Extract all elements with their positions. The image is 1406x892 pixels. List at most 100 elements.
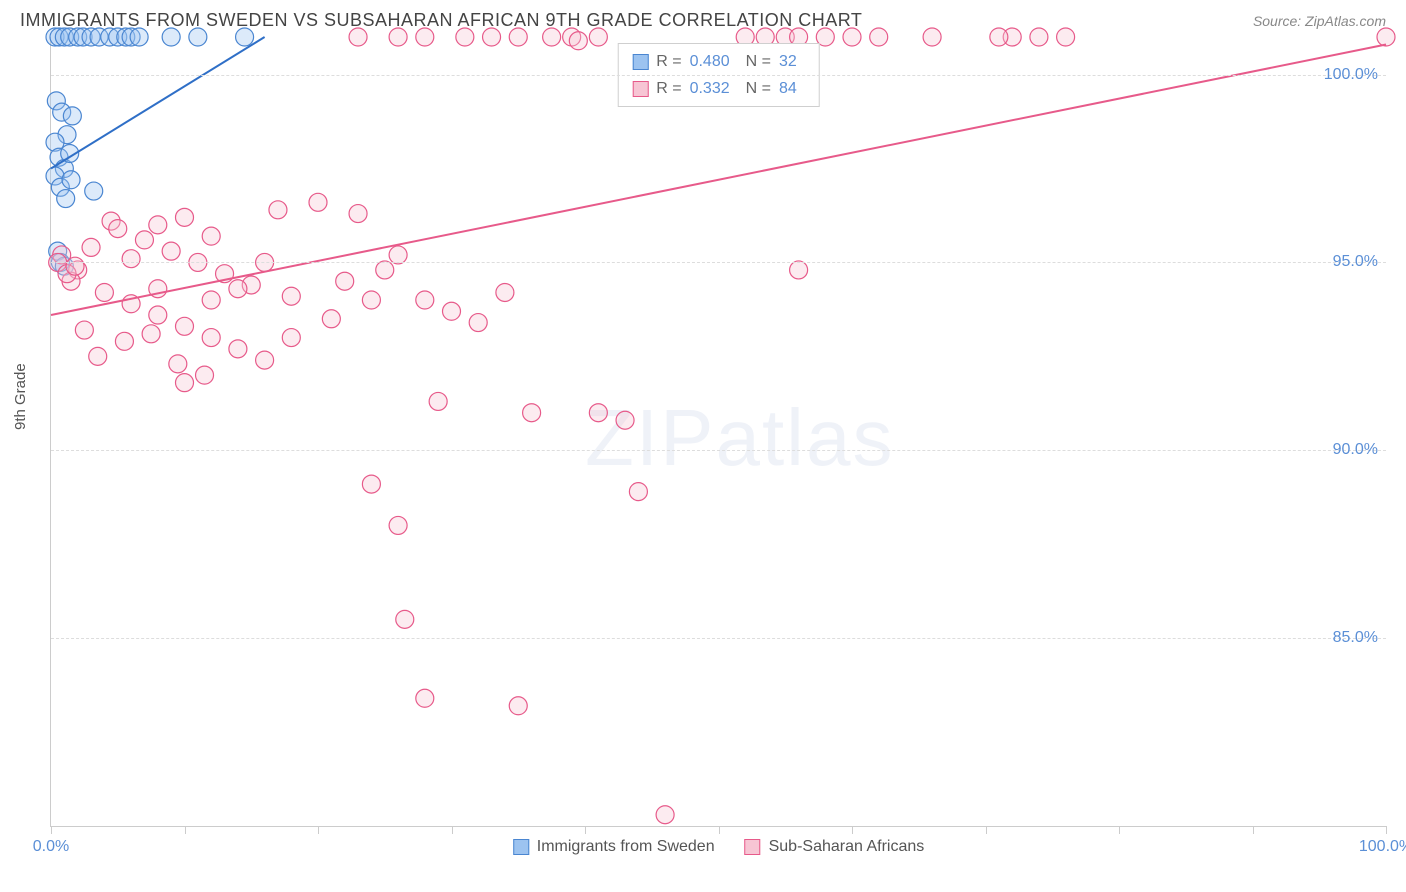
data-point	[63, 107, 81, 125]
chart-title: IMMIGRANTS FROM SWEDEN VS SUBSAHARAN AFR…	[20, 10, 862, 31]
legend-swatch	[745, 839, 761, 855]
data-point	[376, 261, 394, 279]
data-point	[362, 291, 380, 309]
data-point	[149, 306, 167, 324]
data-point	[629, 483, 647, 501]
legend-n-value: 32	[779, 48, 797, 75]
data-point	[416, 28, 434, 46]
data-point	[115, 332, 133, 350]
data-point	[282, 329, 300, 347]
xtick	[719, 826, 720, 834]
data-point	[196, 366, 214, 384]
gridline	[51, 638, 1386, 639]
xtick	[452, 826, 453, 834]
data-point	[483, 28, 501, 46]
data-point	[362, 475, 380, 493]
scatter-svg	[51, 37, 1386, 826]
legend-row: R =0.332N =84	[632, 75, 805, 102]
data-point	[589, 404, 607, 422]
data-point	[142, 325, 160, 343]
data-point	[202, 329, 220, 347]
data-point	[176, 374, 194, 392]
legend-r-value: 0.480	[690, 48, 730, 75]
data-point	[82, 238, 100, 256]
ytick-label: 95.0%	[1333, 253, 1378, 271]
legend-r-label: R =	[656, 48, 681, 75]
ytick-label: 85.0%	[1333, 629, 1378, 647]
data-point	[429, 392, 447, 410]
data-point	[322, 310, 340, 328]
data-point	[66, 257, 84, 275]
data-point	[496, 283, 514, 301]
series-legend-label: Sub-Saharan Africans	[769, 838, 925, 856]
legend-n-label: N =	[746, 48, 771, 75]
legend-n-value: 84	[779, 75, 797, 102]
xtick	[852, 826, 853, 834]
data-point	[443, 302, 461, 320]
data-point	[309, 193, 327, 211]
data-point	[843, 28, 861, 46]
xtick-label: 100.0%	[1359, 838, 1406, 856]
gridline	[51, 450, 1386, 451]
chart-header: IMMIGRANTS FROM SWEDEN VS SUBSAHARAN AFR…	[0, 0, 1406, 37]
data-point	[790, 261, 808, 279]
data-point	[469, 314, 487, 332]
data-point	[89, 347, 107, 365]
data-point	[130, 28, 148, 46]
data-point	[543, 28, 561, 46]
data-point	[416, 689, 434, 707]
data-point	[189, 28, 207, 46]
xtick	[185, 826, 186, 834]
data-point	[1057, 28, 1075, 46]
legend-swatch	[632, 54, 648, 70]
legend-r-value: 0.332	[690, 75, 730, 102]
data-point	[236, 28, 254, 46]
data-point	[589, 28, 607, 46]
data-point	[109, 220, 127, 238]
data-point	[229, 340, 247, 358]
data-point	[923, 28, 941, 46]
data-point	[349, 28, 367, 46]
data-point	[75, 321, 93, 339]
data-point	[135, 231, 153, 249]
data-point	[176, 208, 194, 226]
data-point	[1377, 28, 1395, 46]
legend-row: R = 0.480 N = 32	[632, 48, 805, 75]
data-point	[456, 28, 474, 46]
xtick	[1386, 826, 1387, 834]
data-point	[149, 216, 167, 234]
data-point	[282, 287, 300, 305]
y-axis-label: 9th Grade	[12, 363, 29, 430]
data-point	[396, 610, 414, 628]
ytick-label: 90.0%	[1333, 441, 1378, 459]
data-point	[162, 28, 180, 46]
data-point	[122, 250, 140, 268]
data-point	[85, 182, 103, 200]
series-legend-label: Immigrants from Sweden	[537, 838, 715, 856]
legend-swatch	[513, 839, 529, 855]
data-point	[389, 28, 407, 46]
series-legend: Immigrants from Sweden Sub-Saharan Africa…	[513, 838, 925, 856]
regression-line	[51, 37, 265, 169]
data-point	[169, 355, 187, 373]
data-point	[1030, 28, 1048, 46]
xtick	[585, 826, 586, 834]
data-point	[202, 291, 220, 309]
data-point	[509, 697, 527, 715]
xtick	[318, 826, 319, 834]
data-point	[176, 317, 194, 335]
xtick	[51, 826, 52, 834]
legend-r-label: R =	[656, 75, 681, 102]
data-point	[202, 227, 220, 245]
data-point	[349, 205, 367, 223]
data-point	[389, 516, 407, 534]
source-label: Source: ZipAtlas.com	[1253, 13, 1386, 29]
plot-area: ZIPatlas R =0.480N =32R =0.332N =84 Immi…	[50, 37, 1386, 827]
xtick-label: 0.0%	[33, 838, 69, 856]
data-point	[509, 28, 527, 46]
series-legend-item: Immigrants from Sweden	[513, 838, 715, 856]
gridline	[51, 75, 1386, 76]
xtick	[1253, 826, 1254, 834]
data-point	[62, 171, 80, 189]
gridline	[51, 262, 1386, 263]
